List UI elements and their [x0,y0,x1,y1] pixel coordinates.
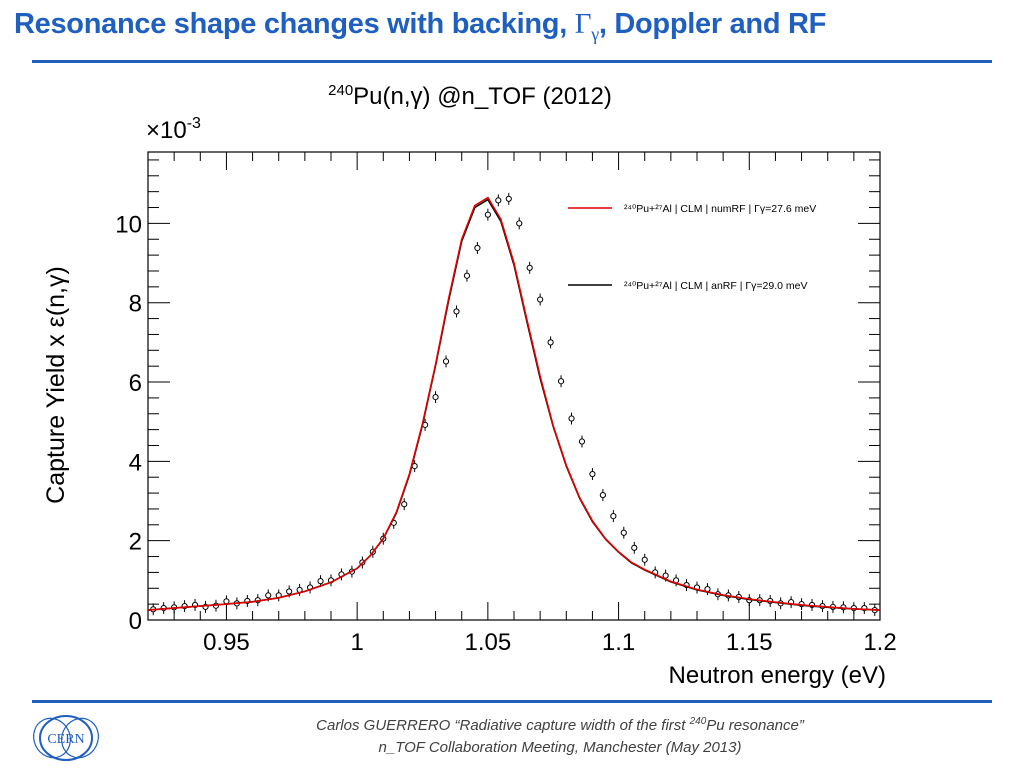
data-point [484,211,491,218]
cern-logo: CERN [33,715,99,761]
data-point [495,197,502,204]
gamma-symbol: Γγ [574,8,599,44]
footer-line-2: n_TOF Collaboration Meeting, Manchester … [378,739,742,756]
y-multiplier: ×10-3 [146,115,201,144]
chart-title: 240Pu(n,γ) @n_TOF (2012) [328,82,612,110]
footer-credit: Carlos GUERRERO “Radiative capture width… [180,711,940,759]
data-point [474,244,481,252]
x-axis-label: Neutron energy (eV) [669,662,886,689]
gamma-capital: Γ [574,8,592,40]
data-point [505,195,512,202]
x-tick-label: 1.2 [863,629,896,656]
data-point [589,470,596,478]
footer-divider [32,700,992,703]
gamma-subscript: γ [591,23,599,44]
y-tick-label: 6 [129,370,142,397]
y-multiplier-base: ×10 [146,117,187,144]
data-point [641,556,648,563]
series-line-numrf [147,196,881,611]
x-tick-label: 0.95 [203,629,250,656]
data-point [547,339,554,346]
data-point [557,378,565,385]
y-tick-label: 0 [129,608,142,635]
data-point [537,296,544,303]
x-tick-label: 1.15 [726,629,773,656]
cern-logo-text: CERN [47,732,84,747]
y-tick-label: 2 [129,529,142,556]
data-point [620,529,627,536]
y-tick-label: 10 [115,211,142,238]
data-point [662,572,669,579]
title-suffix: , Doppler and RF [598,8,827,40]
x-tick-label: 1.05 [464,629,511,656]
data-points [150,192,878,617]
capture-yield-chart: 0 2 4 6 8 10 0.95 1 1.05 1.1 1.15 1.2 ×10-3 240Pu(n,γ… [42,82,897,689]
chart-title-isotope: 240 [328,82,353,99]
x-tick-label: 1 [350,629,363,656]
data-point [265,592,272,599]
data-point [432,394,439,401]
data-point [631,544,638,551]
data-point [599,491,606,499]
y-tick-label: 8 [129,291,142,318]
y-axis-label: Capture Yield x ε(n,γ) [42,266,70,504]
data-point [442,358,450,365]
data-point [610,512,617,520]
legend-label: ²⁴⁰Pu+²⁷Al | CLM | numRF | Γγ=27.6 meV [624,203,816,215]
data-point [526,264,533,271]
footer-line1-prefix: Carlos GUERRERO “Radiative capture width… [316,717,690,734]
data-point [401,501,408,508]
footer-line-1: Carlos GUERRERO “Radiative capture width… [180,711,940,737]
y-tick-label: 4 [129,449,142,476]
x-tick-label: 1.1 [602,629,635,656]
title-prefix: Resonance shape changes with backing, [14,8,575,40]
y-multiplier-exponent: -3 [187,115,201,132]
plot-frame [147,151,881,621]
data-point [317,578,324,585]
data-point [463,272,471,279]
legend-label: ²⁴⁰Pu+²⁷Al | CLM | anRF | Γγ=29.0 meV [624,280,807,292]
slide-title: Resonance shape changes with backing, Γγ… [14,8,1014,45]
data-point [516,220,523,227]
chart-title-text: Pu(n,γ) @n_TOF (2012) [353,83,612,110]
title-divider [32,60,992,63]
data-point [286,588,293,595]
data-point [568,415,575,422]
footer-line1-sup: 240 [689,716,707,727]
footer-line1-suffix: Pu resonance” [706,717,804,734]
data-point [453,308,460,315]
data-point [578,438,586,445]
